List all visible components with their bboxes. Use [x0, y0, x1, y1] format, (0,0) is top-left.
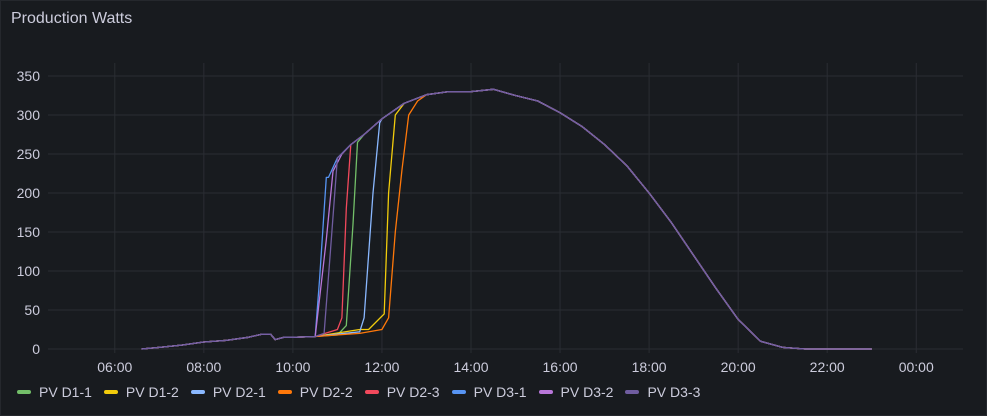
- y-tick-label: 100: [17, 263, 41, 279]
- legend-swatch-icon: [625, 390, 640, 394]
- legend-swatch-icon: [103, 390, 118, 394]
- series-line-pv-d3-3: [141, 88, 872, 350]
- legend-label: PV D3-2: [560, 384, 614, 400]
- legend-swatch-icon: [17, 390, 31, 394]
- legend-item[interactable]: PV D2-1: [190, 384, 266, 400]
- y-tick-label: 200: [17, 185, 41, 201]
- legend-swatch-icon: [190, 390, 205, 394]
- legend-label: PV D3-3: [647, 384, 701, 400]
- x-tick-label: 06:00: [97, 359, 132, 375]
- legend-item[interactable]: PV D1-1: [17, 384, 92, 400]
- x-tick-label: 12:00: [364, 359, 399, 375]
- legend-swatch-icon: [277, 390, 292, 394]
- legend-label: PV D1-1: [39, 384, 92, 400]
- legend-label: PV D2-1: [212, 384, 266, 400]
- legend-label: PV D2-3: [386, 384, 440, 400]
- x-tick-label: 08:00: [186, 359, 221, 375]
- panel-title[interactable]: Production Watts: [11, 10, 133, 27]
- legend-item[interactable]: PV D3-2: [538, 384, 614, 400]
- x-tick-label: 16:00: [543, 359, 578, 375]
- y-tick-label: 250: [17, 146, 41, 162]
- legend-swatch-icon: [364, 390, 379, 394]
- legend-item[interactable]: PV D3-1: [451, 384, 527, 400]
- legend-swatch-icon: [451, 390, 466, 394]
- x-tick-label: 10:00: [275, 359, 310, 375]
- y-tick-label: 150: [17, 224, 41, 240]
- y-tick-label: 50: [24, 302, 40, 318]
- x-tick-label: 22:00: [810, 359, 845, 375]
- legend-label: PV D1-2: [125, 384, 179, 400]
- legend-item[interactable]: PV D1-2: [103, 384, 179, 400]
- x-tick-label: 18:00: [632, 359, 667, 375]
- legend-item[interactable]: PV D2-3: [364, 384, 440, 400]
- legend-label: PV D2-2: [299, 384, 353, 400]
- x-tick-label: 20:00: [721, 359, 756, 375]
- legend-item[interactable]: PV D2-2: [277, 384, 353, 400]
- x-tick-label: 14:00: [453, 359, 488, 375]
- y-tick-label: 300: [17, 107, 41, 123]
- y-tick-label: 350: [17, 68, 41, 84]
- legend-label: PV D3-1: [473, 384, 527, 400]
- legend-swatch-icon: [538, 390, 553, 394]
- x-tick-label: 00:00: [899, 359, 934, 375]
- y-tick-label: 0: [32, 341, 40, 357]
- legend: PV D1-1 PV D1-2 PV D2-1 PV D2-2 PV D2-3 PV D3…: [17, 384, 712, 400]
- legend-item[interactable]: PV D3-3: [625, 384, 700, 400]
